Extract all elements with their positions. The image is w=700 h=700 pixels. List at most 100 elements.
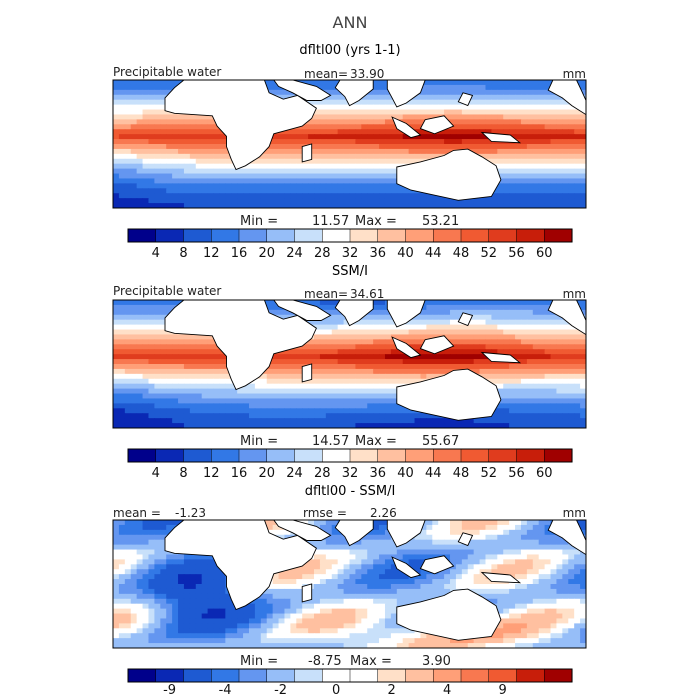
coastline	[547, 80, 586, 116]
colorbar-swatch	[127, 228, 157, 243]
colorbar-swatch	[183, 668, 212, 683]
coastline	[419, 335, 455, 355]
coastline	[547, 520, 586, 556]
colorbar-tick-label: 40	[397, 466, 414, 481]
coastline	[386, 80, 426, 108]
land-masses	[164, 520, 586, 641]
coastline	[334, 300, 374, 327]
mean-label: mean=	[304, 287, 348, 301]
colorbar-tick-label: 48	[453, 246, 470, 261]
colorbar-tick-label: -4	[219, 683, 232, 698]
land-masses	[164, 80, 586, 201]
figure-title: ANN	[333, 13, 368, 32]
colorbar-tick-label: 20	[259, 246, 276, 261]
coastline	[396, 588, 502, 641]
map-diff	[112, 519, 587, 649]
max-label: Max =	[355, 214, 397, 229]
panel-diff: dfltl00 - SSM/I mean = -1.23 rmse = 2.26…	[112, 484, 587, 698]
colorbar-tick-label: 28	[314, 246, 331, 261]
map-frame	[112, 299, 587, 429]
map-model	[112, 79, 587, 209]
colorbar-swatch	[266, 228, 296, 243]
colorbar-frame	[127, 668, 573, 683]
colorbar-tick-label: 48	[453, 466, 470, 481]
colorbar-swatch	[488, 228, 518, 243]
colorbar-tick-label: 12	[203, 246, 220, 261]
colorbar-tick-label: 24	[286, 466, 303, 481]
colorbar-swatch	[211, 228, 240, 243]
max-label: Max =	[355, 434, 397, 449]
colorbar-tick-label: 44	[425, 246, 442, 261]
min-value: -8.75	[308, 654, 342, 669]
colorbar-swatch	[211, 448, 240, 463]
panel-title: dfltl00 (yrs 1-1)	[299, 43, 400, 58]
panel-model: dfltl00 (yrs 1-1) Precipitable water mea…	[112, 43, 587, 261]
colorbar-tick-label: 4	[443, 683, 451, 698]
colorbar-swatch	[127, 448, 157, 463]
colorbar-tick-label: 32	[342, 466, 359, 481]
colorbar-swatch	[460, 668, 490, 683]
colorbar-tick-label: 36	[370, 466, 387, 481]
colorbar-frame	[127, 228, 573, 243]
colorbar-swatch	[544, 228, 573, 243]
colorbar-tick-label: 16	[231, 466, 248, 481]
coastline	[396, 148, 502, 201]
coastline	[164, 520, 317, 611]
max-value: 3.90	[422, 654, 451, 669]
coastline	[164, 300, 317, 391]
colorbar-model: 4 8 12 16 20 24 28 32 36 40 44 48 52 56 60	[127, 228, 573, 261]
coastline	[273, 520, 332, 541]
colorbar-swatch	[266, 668, 296, 683]
coastline	[301, 583, 313, 603]
colorbar-tick-label: 32	[342, 246, 359, 261]
min-label: Min =	[240, 214, 278, 229]
colorbar-swatch	[127, 668, 157, 683]
units-label: mm	[563, 287, 586, 301]
colorbar-swatch	[322, 228, 351, 243]
colorbar-obs: 4 8 12 16 20 24 28 32 36 40 44 48 52 56 60	[127, 448, 573, 481]
colorbar-swatch	[349, 448, 379, 463]
colorbar-swatch	[377, 448, 407, 463]
coastline	[457, 92, 474, 107]
colorbar-swatch	[433, 668, 462, 683]
colorbar-tick-label: 4	[152, 466, 160, 481]
units-label: mm	[563, 67, 586, 81]
colorbar-tick-label: 56	[508, 466, 525, 481]
colorbar-swatch	[266, 448, 296, 463]
colorbar-swatch	[238, 448, 268, 463]
coastline	[301, 143, 313, 163]
coastline	[391, 336, 422, 359]
colorbar-tick-label: 8	[179, 466, 187, 481]
colorbar-tick-label: 52	[481, 466, 498, 481]
colorbar-swatch	[405, 228, 434, 243]
colorbar-tick-label: 24	[286, 246, 303, 261]
colorbar-tick-label: 52	[481, 246, 498, 261]
colorbar-swatch	[349, 668, 379, 683]
colorbar-swatch	[294, 668, 323, 683]
colorbar-tick-label: 60	[536, 246, 553, 261]
colorbar-tick-label: 12	[203, 466, 220, 481]
units-label: mm	[563, 506, 586, 520]
coastline	[301, 363, 313, 383]
coastline	[419, 115, 455, 135]
panel-title: SSM/I	[332, 264, 368, 279]
colorbar-tick-label: 9	[498, 683, 506, 698]
colorbar-swatch	[516, 448, 545, 463]
rmse-value: 2.26	[370, 506, 397, 520]
coastline	[334, 520, 374, 547]
coastline	[391, 116, 422, 139]
colorbar-swatch	[238, 228, 268, 243]
colorbar-swatch	[183, 228, 212, 243]
colorbar-swatch	[294, 448, 323, 463]
colorbar-swatch	[322, 448, 351, 463]
coastline	[334, 80, 374, 107]
land-masses	[164, 300, 586, 421]
min-label: Min =	[240, 434, 278, 449]
panel-obs: SSM/I Precipitable water mean= 34.61 mm …	[112, 264, 587, 481]
max-label: Max =	[350, 654, 392, 669]
mean-label: mean=	[304, 67, 348, 81]
coastline	[273, 300, 332, 321]
colorbar-swatch	[460, 448, 490, 463]
colorbar-tick-label: 44	[425, 466, 442, 481]
coastline	[273, 80, 332, 101]
